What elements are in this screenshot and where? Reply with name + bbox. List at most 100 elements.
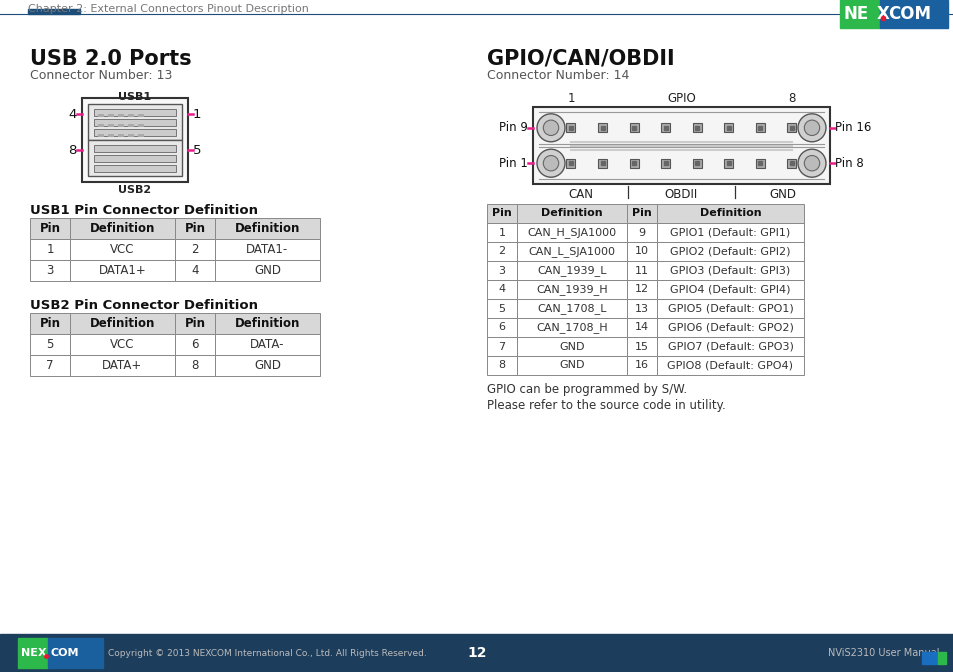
Bar — [48, 638, 103, 668]
Bar — [755, 123, 764, 132]
Bar — [626, 280, 657, 299]
Bar — [138, 124, 144, 127]
Bar — [98, 134, 104, 137]
Text: 4: 4 — [69, 108, 77, 120]
Text: Pin: Pin — [492, 208, 512, 218]
Text: Definition: Definition — [234, 317, 300, 330]
Bar — [517, 261, 626, 280]
Bar — [657, 299, 803, 318]
Bar — [30, 313, 70, 334]
Bar — [657, 242, 803, 261]
Circle shape — [537, 114, 564, 142]
Text: 12: 12 — [635, 284, 648, 294]
Text: 3: 3 — [498, 265, 505, 276]
Bar — [598, 159, 606, 168]
Bar — [94, 155, 175, 162]
Text: USB1 Pin Connector Definition: USB1 Pin Connector Definition — [30, 204, 257, 217]
Bar — [214, 239, 319, 260]
Text: NE: NE — [21, 648, 38, 658]
Text: GPIO1 (Default: GPI1): GPIO1 (Default: GPI1) — [670, 228, 790, 237]
Text: 3: 3 — [47, 264, 53, 277]
Text: 11: 11 — [635, 265, 648, 276]
Bar — [626, 337, 657, 356]
Text: GPIO can be programmed by S/W.: GPIO can be programmed by S/W. — [486, 383, 686, 396]
Text: 8: 8 — [69, 144, 77, 157]
Circle shape — [797, 149, 825, 177]
Text: 5: 5 — [47, 338, 53, 351]
Bar — [626, 261, 657, 280]
Text: DATA-: DATA- — [250, 338, 284, 351]
Bar — [30, 239, 70, 260]
Bar — [486, 318, 517, 337]
Text: 14: 14 — [635, 323, 648, 333]
Text: DATA+: DATA+ — [102, 359, 143, 372]
Bar — [486, 223, 517, 242]
Text: 1: 1 — [46, 243, 53, 256]
Bar — [486, 280, 517, 299]
Bar — [486, 299, 517, 318]
Bar — [486, 204, 517, 223]
Bar — [660, 123, 670, 132]
Text: Definition: Definition — [699, 208, 760, 218]
Text: GND: GND — [768, 188, 795, 201]
Text: 6: 6 — [498, 323, 505, 333]
Text: 7: 7 — [46, 359, 53, 372]
Bar — [486, 261, 517, 280]
Text: NViS2310 User Manual: NViS2310 User Manual — [827, 648, 939, 658]
Bar — [517, 280, 626, 299]
Text: USB2: USB2 — [118, 185, 152, 195]
Bar — [108, 134, 113, 137]
Text: 5: 5 — [193, 144, 201, 157]
Bar — [70, 260, 174, 281]
Text: Copyright © 2013 NEXCOM International Co., Ltd. All Rights Reserved.: Copyright © 2013 NEXCOM International Co… — [108, 648, 426, 657]
Circle shape — [542, 155, 558, 171]
Bar — [70, 218, 174, 239]
Text: Pin: Pin — [632, 208, 651, 218]
Text: Chapter 2: External Connectors Pinout Description: Chapter 2: External Connectors Pinout De… — [28, 4, 309, 14]
Text: Pin: Pin — [184, 222, 205, 235]
Bar — [70, 239, 174, 260]
Text: USB 2.0 Ports: USB 2.0 Ports — [30, 49, 192, 69]
Text: CAN_L_SJA1000: CAN_L_SJA1000 — [528, 246, 615, 257]
Bar — [723, 159, 733, 168]
Text: 2: 2 — [497, 247, 505, 257]
Text: Pin: Pin — [39, 222, 60, 235]
Bar — [30, 260, 70, 281]
Bar — [30, 355, 70, 376]
Bar — [626, 318, 657, 337]
Text: X: X — [38, 648, 47, 658]
Bar — [18, 638, 48, 668]
Bar — [94, 119, 175, 126]
Bar — [214, 334, 319, 355]
Bar — [692, 123, 701, 132]
Bar — [94, 165, 175, 172]
Bar — [786, 159, 796, 168]
Bar — [174, 355, 214, 376]
Bar — [108, 124, 113, 127]
Text: 13: 13 — [635, 304, 648, 314]
Text: CAN_1708_L: CAN_1708_L — [537, 303, 606, 314]
Bar — [533, 107, 829, 184]
Text: 1: 1 — [193, 108, 201, 120]
Text: NE: NE — [843, 5, 868, 23]
Bar — [108, 114, 113, 117]
Bar — [692, 159, 701, 168]
Text: CAN_H_SJA1000: CAN_H_SJA1000 — [527, 227, 616, 238]
Bar — [94, 129, 175, 136]
Text: VCC: VCC — [111, 243, 134, 256]
Bar — [94, 109, 175, 116]
Bar — [937, 652, 945, 664]
Bar — [879, 0, 947, 28]
Text: 8: 8 — [192, 359, 198, 372]
Bar — [70, 313, 174, 334]
Text: GPIO2 (Default: GPI2): GPIO2 (Default: GPI2) — [670, 247, 790, 257]
Bar — [94, 145, 175, 152]
Bar — [657, 356, 803, 375]
Text: Pin 8: Pin 8 — [834, 157, 862, 170]
Bar — [657, 261, 803, 280]
Bar — [128, 124, 133, 127]
Text: 10: 10 — [635, 247, 648, 257]
Bar — [118, 114, 124, 117]
Text: Connector Number: 14: Connector Number: 14 — [486, 69, 629, 82]
Bar — [174, 260, 214, 281]
